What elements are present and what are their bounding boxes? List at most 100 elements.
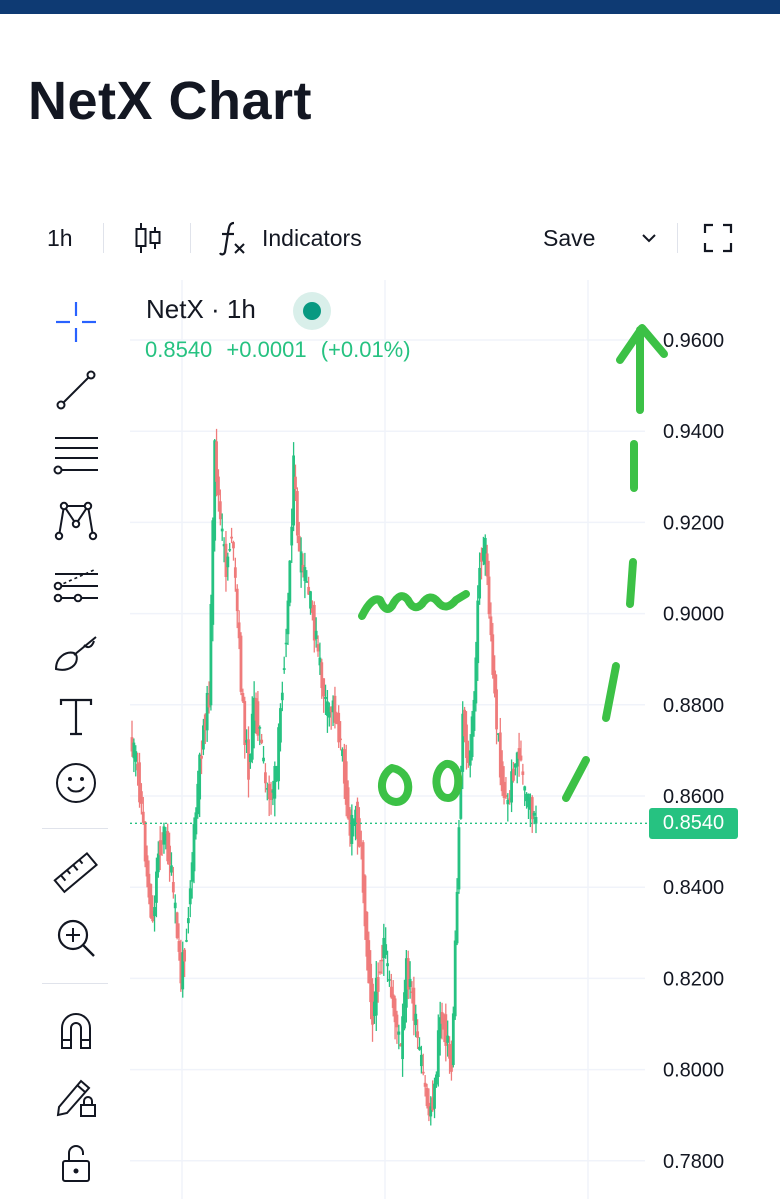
candle-body — [373, 1001, 376, 1016]
candle-body — [155, 871, 158, 903]
crosshair-tool[interactable] — [50, 296, 102, 348]
candle-body — [510, 771, 513, 803]
save-menu-button[interactable] — [640, 210, 658, 266]
candle-body — [440, 1012, 444, 1024]
candle-body — [239, 635, 243, 692]
candle-body — [369, 963, 373, 1003]
candle-body — [433, 1083, 436, 1109]
crosshair-icon — [56, 302, 96, 342]
y-tick-label: 0.7800 — [663, 1151, 724, 1173]
candle-body — [337, 712, 341, 743]
indicators-label: Indicators — [262, 224, 362, 251]
candle-body — [374, 977, 378, 1016]
market-status-indicator[interactable] — [293, 292, 331, 330]
candle-body — [295, 491, 299, 536]
y-tick-label: 0.8000 — [663, 1060, 724, 1082]
chart-type-button[interactable] — [133, 210, 163, 266]
candle-body — [290, 526, 294, 546]
candle-body — [438, 1017, 442, 1039]
fullscreen-button[interactable] — [703, 210, 733, 266]
interval-button[interactable]: 1h — [47, 224, 73, 251]
candle-body — [147, 873, 151, 898]
text-tool[interactable] — [50, 691, 102, 743]
candle-body — [252, 697, 256, 734]
candle-body — [365, 911, 369, 957]
candle-body — [139, 791, 143, 804]
page-title: NetX Chart — [28, 71, 313, 131]
candle-body — [277, 727, 280, 782]
price-axis[interactable]: 0.9600 0.9400 0.9200 0.9000 0.8800 0.8600 0.84… — [663, 330, 724, 1173]
trend-line-tool[interactable] — [50, 363, 102, 415]
candle-body — [419, 1054, 423, 1067]
candle-body — [241, 693, 245, 702]
candle-body — [301, 564, 305, 572]
lock-drawing-tool[interactable] — [50, 1070, 102, 1122]
candle-body — [256, 701, 260, 736]
candle-body — [500, 761, 504, 792]
candle-body — [186, 918, 190, 924]
candle-body — [230, 536, 233, 539]
save-button[interactable]: Save — [543, 224, 596, 251]
candle-body — [207, 694, 211, 708]
candle-body — [498, 732, 502, 778]
candle-body — [466, 756, 470, 763]
candle-body — [481, 547, 485, 561]
candle-body — [442, 1018, 446, 1030]
candle-body — [461, 713, 465, 772]
candle-body — [339, 738, 342, 741]
candle-body — [386, 963, 389, 967]
candle-body — [363, 875, 367, 927]
unlock-tool[interactable] — [50, 1137, 102, 1189]
candle-body — [235, 588, 239, 612]
candle-body — [333, 695, 337, 723]
y-tick-label: 0.8600 — [663, 786, 724, 808]
zoom-in-tool[interactable] — [50, 912, 102, 964]
candle-body — [326, 701, 329, 716]
toolbar-divider — [677, 223, 678, 253]
candle-body — [371, 983, 374, 1025]
lock-drawing-icon — [56, 1079, 96, 1117]
candle-body — [480, 552, 483, 562]
candle-body — [418, 1046, 421, 1050]
candle-body — [521, 771, 525, 775]
candle-body — [495, 689, 498, 730]
fib-tool[interactable] — [50, 428, 102, 480]
candle-body — [145, 855, 149, 877]
y-tick-label: 0.8800 — [663, 695, 724, 717]
candle-body — [218, 501, 222, 520]
brush-tool[interactable] — [50, 627, 102, 679]
candle-body — [168, 845, 171, 865]
candle-body — [247, 739, 250, 780]
candle-body — [367, 940, 371, 984]
legend-symbol[interactable]: NetX · 1h — [146, 294, 256, 324]
candle-body — [288, 560, 292, 603]
candle-body — [341, 749, 344, 756]
candle-body — [151, 911, 155, 922]
candle-body — [275, 766, 279, 781]
candle-body — [237, 622, 241, 639]
magnet-tool[interactable] — [50, 1004, 102, 1056]
candle-body — [382, 937, 386, 959]
candle-body — [224, 543, 228, 577]
fullscreen-icon — [703, 223, 733, 253]
candle-body — [470, 716, 474, 757]
tools-divider — [42, 983, 108, 984]
pattern-tool[interactable] — [50, 494, 102, 546]
ruler-tool[interactable] — [50, 847, 102, 899]
candle-body — [342, 749, 346, 784]
emoji-tool[interactable] — [50, 757, 102, 809]
candle-body — [346, 787, 350, 819]
candle-body — [474, 657, 478, 704]
candle-body — [324, 697, 327, 699]
indicators-button[interactable]: Indicators — [218, 210, 362, 266]
zoom-in-icon — [57, 919, 95, 957]
prediction-tool[interactable] — [50, 560, 102, 612]
candle-body — [348, 809, 352, 836]
candle-body — [143, 821, 147, 862]
candle-body — [453, 940, 457, 1017]
candle-body — [412, 987, 416, 1021]
candle-body — [352, 820, 356, 827]
y-tick-label: 0.9600 — [663, 330, 724, 352]
candle-body — [284, 642, 288, 645]
